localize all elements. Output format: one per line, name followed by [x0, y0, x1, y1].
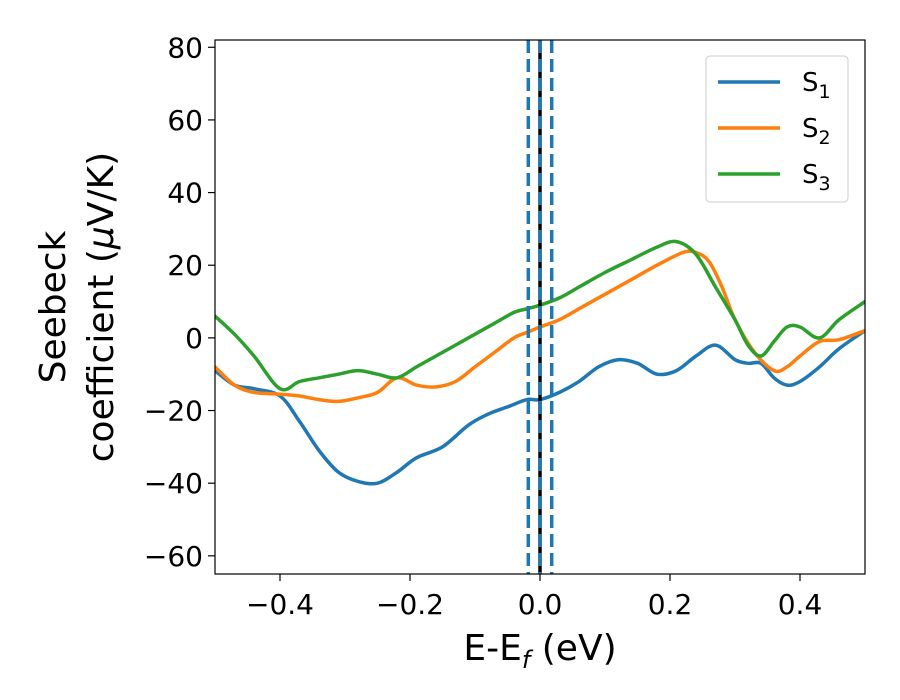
legend-label-s1: S1 [802, 68, 831, 103]
x-axis-label-rest: (eV) [530, 628, 616, 669]
x-axis-label: E-Ef (eV) [463, 628, 616, 674]
x-tick-label: −0.4 [246, 588, 314, 621]
y-tick-label: −40 [144, 467, 203, 500]
x-axis-ticks: −0.4 −0.2 0.0 0.2 0.4 [246, 574, 822, 621]
legend-label-s2: S2 [802, 114, 831, 149]
y-axis-label: Seebeck coefficient (μV/K) [33, 152, 122, 462]
y-tick-label: 0 [185, 322, 203, 355]
legend: S1 S2 S3 [705, 55, 849, 203]
x-tick-label: 0.0 [518, 588, 563, 621]
y-axis-label-mu: μ [81, 226, 122, 250]
y-tick-label: −60 [144, 540, 203, 573]
y-tick-label: 40 [167, 177, 203, 210]
x-tick-label: −0.2 [376, 588, 444, 621]
legend-label-s3: S3 [802, 160, 831, 195]
y-tick-label: 20 [167, 249, 203, 282]
x-axis-label-base: E-E [463, 628, 521, 669]
y-axis-label-line2-pre: coefficient ( [81, 249, 122, 462]
y-tick-label: 80 [167, 31, 203, 64]
y-tick-label: 60 [167, 104, 203, 137]
vline-layer [526, 40, 554, 574]
y-axis-label-line2: coefficient (μV/K) [81, 152, 122, 462]
x-tick-label: 0.2 [648, 588, 693, 621]
x-tick-label: 0.4 [778, 588, 823, 621]
y-axis-label-line2-post: V/K) [81, 152, 122, 226]
y-axis-label-line1: Seebeck [33, 230, 74, 383]
y-tick-label: −20 [144, 395, 203, 428]
series-line-s1 [215, 328, 865, 486]
y-axis-ticks: −60 −40 −20 0 20 40 60 80 [144, 31, 215, 573]
